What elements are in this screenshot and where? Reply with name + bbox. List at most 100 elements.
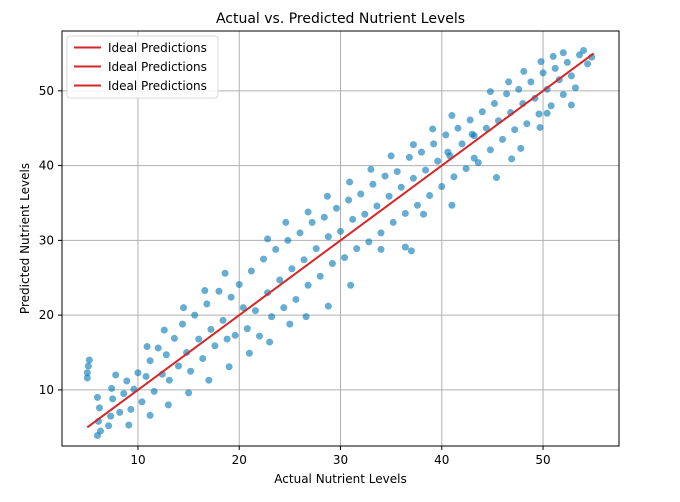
scatter-point-43 xyxy=(231,331,239,339)
scatter-point-144 xyxy=(302,313,310,321)
scatter-point-171 xyxy=(409,141,417,149)
scatter-point-135 xyxy=(468,130,476,138)
scatter-point-59 xyxy=(296,229,304,237)
x-tick-label-2: 30 xyxy=(333,453,348,467)
scatter-point-48 xyxy=(251,307,259,315)
scatter-point-90 xyxy=(422,166,430,174)
x-tick-label-4: 50 xyxy=(535,453,550,467)
scatter-point-56 xyxy=(284,236,292,244)
scatter-point-69 xyxy=(337,227,344,235)
scatter-point-164 xyxy=(264,235,272,243)
scatter-point-150 xyxy=(185,389,193,397)
scatter-point-16 xyxy=(123,377,131,385)
scatter-point-109 xyxy=(499,135,507,143)
scatter-point-103 xyxy=(474,159,482,167)
scatter-point-38 xyxy=(211,342,219,350)
scatter-point-145 xyxy=(286,320,294,328)
scatter-point-124 xyxy=(559,91,567,99)
scatter-point-26 xyxy=(162,351,170,359)
scatter-point-136 xyxy=(448,201,456,209)
scatter-point-22 xyxy=(146,357,154,365)
scatter-point-160 xyxy=(201,286,209,294)
scatter-point-115 xyxy=(523,120,531,128)
scatter-point-157 xyxy=(543,109,551,117)
scatter-point-143 xyxy=(324,302,332,310)
scatter-point-8 xyxy=(96,427,104,435)
scatter-point-95 xyxy=(442,131,450,139)
scatter-point-2 xyxy=(85,356,93,364)
scatter-point-42 xyxy=(227,293,235,301)
scatter-point-105 xyxy=(482,124,490,132)
scatter-point-100 xyxy=(462,165,470,173)
scatter-point-166 xyxy=(304,208,312,216)
scatter-point-86 xyxy=(405,153,413,161)
scatter-point-153 xyxy=(125,421,133,429)
scatter-point-62 xyxy=(308,218,316,226)
x-tick-label-3: 40 xyxy=(434,453,449,467)
scatter-point-30 xyxy=(179,320,187,328)
scatter-point-175 xyxy=(505,78,513,86)
scatter-point-63 xyxy=(312,245,320,253)
scatter-point-68 xyxy=(332,204,340,212)
x-ticks: 10 20 30 40 50 xyxy=(130,446,551,467)
legend: Ideal Predictions Ideal Predictions Idea… xyxy=(66,35,219,99)
scatter-point-126 xyxy=(567,72,575,80)
scatter-point-28 xyxy=(170,334,178,342)
scatter-point-45 xyxy=(239,304,247,312)
scatter-point-50 xyxy=(260,255,268,263)
scatter-point-134 xyxy=(470,154,478,162)
scatter-point-139 xyxy=(407,247,415,255)
scatter-point-161 xyxy=(180,304,188,312)
scatter-point-88 xyxy=(413,201,421,209)
scatter-point-58 xyxy=(292,295,300,303)
scatter-point-11 xyxy=(109,395,117,403)
scatter-point-106 xyxy=(486,146,494,154)
scatter-point-138 xyxy=(420,210,428,218)
scatter-point-40 xyxy=(219,316,227,324)
scatter-point-101 xyxy=(466,116,474,124)
scatter-point-116 xyxy=(527,78,535,86)
scatter-point-64 xyxy=(316,272,324,280)
legend-label-1: Ideal Predictions xyxy=(108,41,207,55)
y-tick-label-0: 10 xyxy=(39,383,54,397)
ideal-predictions-line xyxy=(86,52,595,429)
scatter-point-35 xyxy=(199,355,207,363)
scatter-point-128 xyxy=(576,51,584,59)
scatter-point-46 xyxy=(243,325,251,333)
scatter-point-113 xyxy=(515,85,523,93)
scatter-point-6 xyxy=(95,404,103,412)
scatter-point-17 xyxy=(127,405,135,413)
scatter-point-77 xyxy=(369,180,377,188)
scatter-point-177 xyxy=(537,58,545,66)
scatter-point-57 xyxy=(288,265,296,273)
y-tick-label-3: 40 xyxy=(39,159,54,173)
scatter-point-89 xyxy=(418,148,426,156)
scatter-point-10 xyxy=(107,412,115,420)
scatter-point-76 xyxy=(365,238,373,246)
scatter-point-99 xyxy=(458,140,466,148)
scatter-point-29 xyxy=(174,362,182,370)
scatter-point-142 xyxy=(347,281,355,289)
scatter-point-125 xyxy=(563,58,571,66)
scatter-point-0 xyxy=(83,369,91,377)
scatter-point-44 xyxy=(235,280,243,288)
scatter-point-158 xyxy=(508,155,516,163)
y-tick-label-4: 50 xyxy=(39,84,54,98)
scatter-point-67 xyxy=(328,260,336,268)
scatter-points xyxy=(83,46,596,440)
scatter-point-3 xyxy=(83,374,91,382)
scatter-point-87 xyxy=(409,174,417,182)
scatter-point-85 xyxy=(401,209,409,217)
scatter-point-155 xyxy=(517,144,525,152)
legend-box xyxy=(66,35,219,99)
scatter-point-154 xyxy=(492,174,500,182)
scatter-point-121 xyxy=(547,102,555,110)
scatter-point-84 xyxy=(397,183,405,191)
x-tick-label-1: 20 xyxy=(232,453,247,467)
scatter-point-141 xyxy=(377,245,385,253)
scatter-point-81 xyxy=(385,192,393,200)
scatter-point-79 xyxy=(377,229,385,237)
scatter-point-152 xyxy=(146,411,154,419)
scatter-point-53 xyxy=(272,245,280,253)
